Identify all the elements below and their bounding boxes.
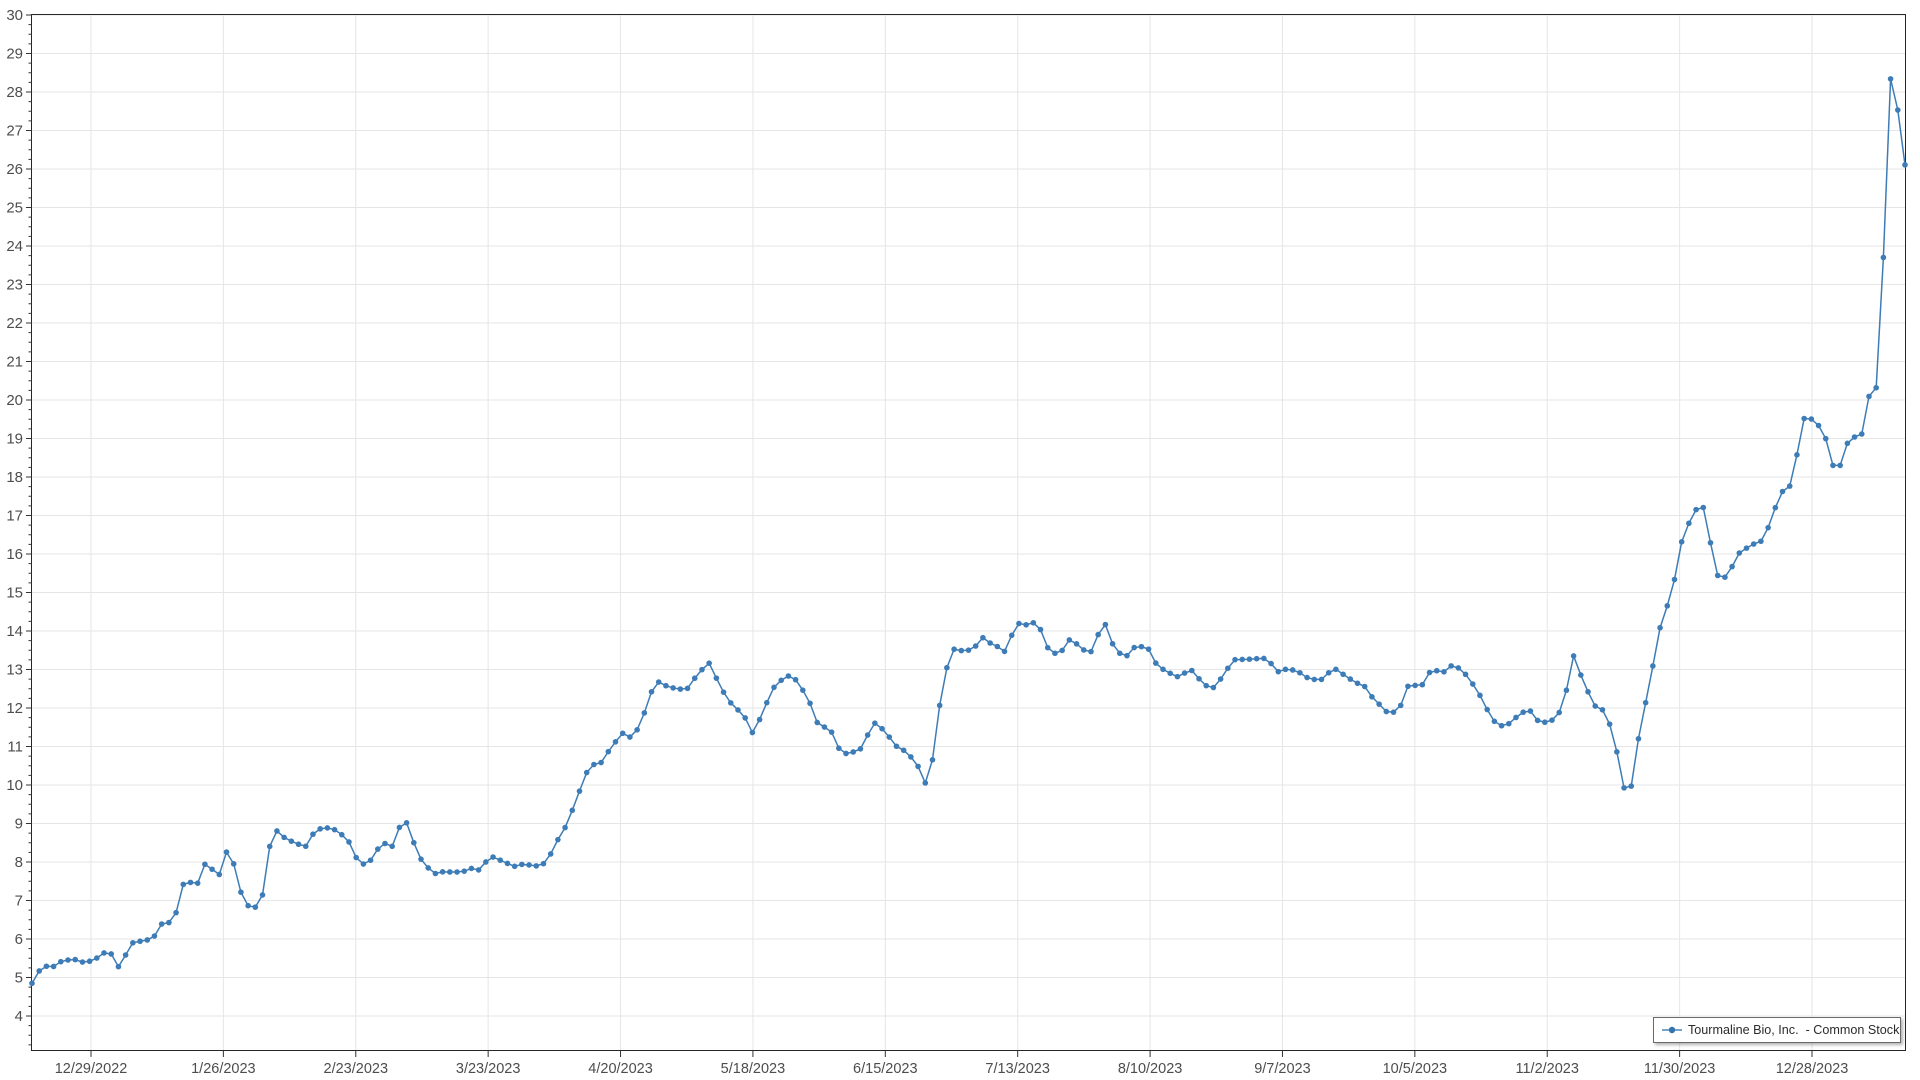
svg-text:11/2/2023: 11/2/2023 <box>1516 1061 1579 1077</box>
svg-text:1/26/2023: 1/26/2023 <box>191 1061 256 1077</box>
svg-text:16: 16 <box>6 546 23 563</box>
svg-text:12/28/2023: 12/28/2023 <box>1776 1061 1849 1077</box>
svg-text:7: 7 <box>15 893 23 910</box>
svg-text:28: 28 <box>6 84 23 101</box>
svg-text:10/5/2023: 10/5/2023 <box>1383 1061 1448 1077</box>
svg-text:7/13/2023: 7/13/2023 <box>985 1061 1050 1077</box>
svg-text:4/20/2023: 4/20/2023 <box>588 1061 653 1077</box>
svg-text:8: 8 <box>15 854 23 871</box>
svg-text:2/23/2023: 2/23/2023 <box>324 1061 389 1077</box>
svg-text:29: 29 <box>6 46 23 63</box>
svg-text:21: 21 <box>6 354 23 371</box>
svg-text:17: 17 <box>6 508 23 525</box>
svg-text:12: 12 <box>6 700 23 717</box>
svg-text:12/29/2022: 12/29/2022 <box>55 1061 128 1077</box>
svg-text:6/15/2023: 6/15/2023 <box>853 1061 918 1077</box>
svg-text:8/10/2023: 8/10/2023 <box>1118 1061 1183 1077</box>
svg-text:11/30/2023: 11/30/2023 <box>1644 1061 1716 1077</box>
svg-text:19: 19 <box>6 431 23 448</box>
svg-text:11: 11 <box>7 739 23 756</box>
svg-text:27: 27 <box>6 123 23 140</box>
svg-text:18: 18 <box>6 469 23 486</box>
svg-text:22: 22 <box>6 315 23 332</box>
svg-text:3/23/2023: 3/23/2023 <box>456 1061 521 1077</box>
svg-text:14: 14 <box>6 623 23 640</box>
svg-text:9: 9 <box>15 816 23 833</box>
svg-text:30: 30 <box>6 7 23 24</box>
svg-text:15: 15 <box>6 585 23 602</box>
svg-text:9/7/2023: 9/7/2023 <box>1254 1061 1310 1077</box>
svg-text:4: 4 <box>15 1008 23 1025</box>
svg-text:23: 23 <box>6 277 23 294</box>
svg-text:20: 20 <box>6 392 23 409</box>
svg-text:24: 24 <box>6 238 23 255</box>
svg-text:25: 25 <box>6 200 23 217</box>
svg-text:13: 13 <box>6 662 23 679</box>
svg-text:5/18/2023: 5/18/2023 <box>721 1061 786 1077</box>
svg-text:6: 6 <box>15 931 23 948</box>
svg-text:10: 10 <box>6 777 23 794</box>
svg-text:26: 26 <box>6 161 23 178</box>
svg-text:5: 5 <box>15 970 23 987</box>
